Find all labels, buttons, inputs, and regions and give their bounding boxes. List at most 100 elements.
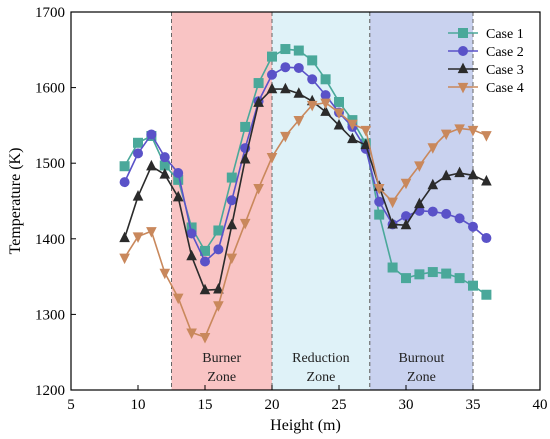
legend-marker <box>457 82 469 94</box>
zone-label-line1: Burner <box>202 351 241 366</box>
data-point <box>253 78 264 89</box>
data-point <box>199 332 211 344</box>
data-point <box>427 143 439 154</box>
data-point <box>200 256 210 267</box>
data-point <box>267 51 277 62</box>
legend: Case 1 Case 2 Case 3 Case 4 <box>448 27 524 96</box>
legend-item: Case 4 <box>448 81 524 96</box>
x-tick-label: 20 <box>265 397 280 413</box>
ticks-layer: 5 10 15 20 25 30 35 40 1200 1300 1400 1500 1600 1700 <box>35 5 548 413</box>
data-point <box>414 197 425 209</box>
data-point <box>440 169 452 181</box>
data-point <box>239 218 251 230</box>
data-point <box>454 124 465 135</box>
data-point <box>414 269 425 280</box>
legend-item: Case 3 <box>448 62 524 78</box>
data-point <box>360 138 372 150</box>
legend-label: Case 1 <box>486 27 524 42</box>
data-point <box>293 62 304 73</box>
data-point <box>454 166 465 178</box>
data-point <box>374 196 385 207</box>
data-point <box>374 209 385 220</box>
data-point <box>172 190 184 202</box>
y-tick-label: 1500 <box>35 156 65 172</box>
legend-marker <box>458 46 468 56</box>
data-point <box>481 233 492 244</box>
data-point <box>454 213 465 224</box>
data-point <box>119 161 130 172</box>
data-point <box>293 116 305 127</box>
data-point <box>334 96 344 107</box>
data-point <box>280 82 291 94</box>
legend-item: Case 1 <box>448 27 524 42</box>
data-point <box>186 328 197 339</box>
zone-label-line2: Zone <box>307 370 336 385</box>
x-tick-label: 25 <box>332 397 347 413</box>
legend-label: Case 4 <box>486 81 524 96</box>
data-point <box>213 301 224 312</box>
data-point <box>213 225 224 236</box>
data-point <box>293 45 304 56</box>
data-point <box>280 44 291 55</box>
data-point <box>253 184 264 195</box>
zone-label-line1: Burnout <box>398 351 444 366</box>
legend-label: Case 3 <box>486 63 524 78</box>
data-point <box>320 90 331 101</box>
data-point <box>172 293 184 305</box>
data-point <box>132 190 144 201</box>
data-point <box>199 283 211 295</box>
x-tick-label: 15 <box>198 397 213 413</box>
data-point <box>360 125 372 137</box>
zone-label-line1: Reduction <box>292 351 350 366</box>
data-point <box>401 273 411 284</box>
data-point <box>186 249 197 261</box>
data-point <box>427 267 438 278</box>
x-tick-label: 30 <box>399 397 414 413</box>
zones-layer: Burner Zone Reduction Zone Burnout Zone <box>171 12 474 390</box>
plot-frame <box>70 11 541 391</box>
data-point <box>266 153 278 164</box>
data-point <box>333 108 345 119</box>
data-point <box>119 231 130 243</box>
y-axis-title: Temperature (K) <box>7 148 24 255</box>
data-point <box>467 168 479 180</box>
y-tick-label: 1400 <box>35 232 65 248</box>
zone-label-line2: Zone <box>207 370 236 385</box>
axes-layer <box>70 11 541 391</box>
data-point <box>226 218 238 230</box>
data-point <box>267 69 277 80</box>
data-point <box>159 168 171 179</box>
data-point <box>481 131 492 142</box>
legend-label: Case 2 <box>486 45 524 60</box>
data-point <box>427 206 438 217</box>
data-point <box>239 153 251 164</box>
series-line <box>123 66 487 263</box>
x-tick-label: 10 <box>131 397 146 413</box>
data-point <box>119 177 130 188</box>
x-tick-label: 40 <box>533 397 548 413</box>
zone-band-1 <box>171 12 272 390</box>
y-tick-label: 1600 <box>35 81 65 97</box>
data-point <box>427 178 439 190</box>
data-point <box>481 289 492 300</box>
data-point <box>454 273 465 284</box>
data-point <box>400 218 412 230</box>
data-point <box>441 268 452 279</box>
data-point <box>373 184 385 195</box>
data-point <box>293 87 305 98</box>
series-layer <box>119 44 492 344</box>
zone-label-line2: Zone <box>407 370 436 385</box>
data-point <box>306 100 318 112</box>
data-point <box>387 197 398 209</box>
data-point <box>468 221 478 232</box>
x-tick-label: 35 <box>466 397 481 413</box>
data-point <box>119 253 130 265</box>
data-point <box>266 82 278 94</box>
legend-marker <box>457 62 469 74</box>
data-point <box>213 244 224 255</box>
data-point <box>467 125 479 137</box>
series-line <box>123 88 487 292</box>
data-point <box>320 74 331 85</box>
data-point <box>159 268 171 280</box>
